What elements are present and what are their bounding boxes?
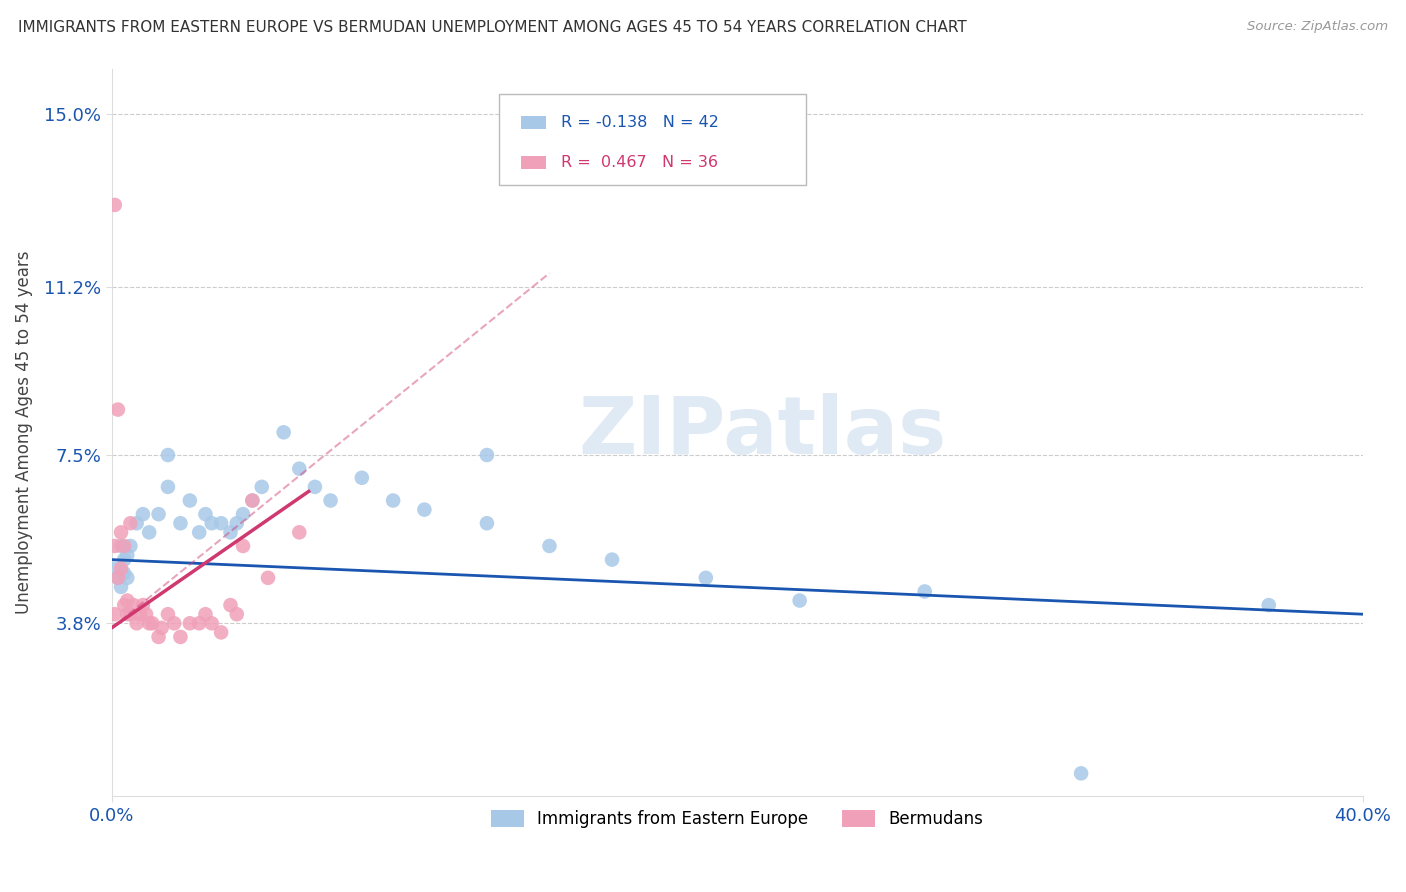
Point (273, 425, 295, 440)
Point (163, 616, 186, 631)
Point (120, 516, 142, 531)
Point (382, 493, 405, 508)
Point (188, 525, 211, 540)
Point (138, 525, 160, 540)
Point (695, 571, 717, 585)
FancyBboxPatch shape (499, 94, 806, 185)
Point (125, 516, 148, 531)
Point (179, 616, 201, 631)
FancyBboxPatch shape (520, 155, 546, 169)
Point (179, 493, 201, 508)
Point (104, 607, 127, 622)
Point (110, 525, 132, 540)
Point (104, 562, 127, 576)
Point (225, 516, 247, 531)
Point (148, 630, 170, 644)
Text: R = -0.138   N = 42: R = -0.138 N = 42 (561, 115, 718, 130)
Point (232, 507, 254, 521)
Point (150, 621, 173, 635)
Point (242, 493, 264, 508)
Point (110, 562, 132, 576)
Point (117, 593, 139, 607)
Point (914, 584, 936, 599)
Point (132, 598, 155, 612)
Point (141, 616, 163, 631)
Point (304, 480, 326, 494)
Point (413, 502, 436, 516)
Point (110, 539, 132, 553)
Point (475, 516, 498, 531)
Point (112, 539, 135, 553)
Point (188, 616, 211, 631)
Point (156, 480, 179, 494)
Point (135, 607, 157, 622)
Point (125, 616, 148, 631)
Point (112, 598, 135, 612)
Point (225, 607, 247, 622)
Point (232, 539, 254, 553)
Point (104, 198, 127, 212)
Point (600, 552, 623, 566)
Point (107, 571, 129, 585)
Point (169, 630, 191, 644)
Point (107, 402, 129, 417)
Point (128, 607, 150, 622)
Point (122, 598, 145, 612)
Text: IMMIGRANTS FROM EASTERN EUROPE VS BERMUDAN UNEMPLOYMENT AMONG AGES 45 TO 54 YEAR: IMMIGRANTS FROM EASTERN EUROPE VS BERMUD… (18, 20, 967, 35)
Text: ZIPatlas: ZIPatlas (578, 393, 946, 471)
Point (288, 525, 311, 540)
Point (475, 448, 498, 462)
Point (209, 625, 232, 640)
Point (319, 493, 342, 508)
Point (201, 516, 224, 531)
Point (156, 607, 179, 622)
Point (194, 507, 217, 521)
Point (1070, 766, 1092, 780)
Point (110, 580, 132, 594)
Text: R =  0.467   N = 36: R = 0.467 N = 36 (561, 154, 717, 169)
Point (194, 607, 217, 622)
FancyBboxPatch shape (520, 116, 546, 129)
Point (138, 616, 160, 631)
Point (112, 552, 135, 566)
Point (257, 571, 280, 585)
Point (250, 480, 273, 494)
Point (120, 607, 142, 622)
Legend: Immigrants from Eastern Europe, Bermudans: Immigrants from Eastern Europe, Bermudan… (484, 804, 990, 835)
Point (209, 516, 232, 531)
Point (1257, 598, 1279, 612)
Point (107, 571, 129, 585)
Point (132, 507, 155, 521)
Point (104, 539, 127, 553)
Point (219, 525, 242, 540)
Point (148, 507, 170, 521)
Point (117, 548, 139, 562)
Point (201, 616, 224, 631)
Text: Source: ZipAtlas.com: Source: ZipAtlas.com (1247, 20, 1388, 33)
Point (112, 566, 135, 581)
Y-axis label: Unemployment Among Ages 45 to 54 years: Unemployment Among Ages 45 to 54 years (15, 251, 32, 614)
Point (350, 471, 373, 485)
Point (169, 516, 191, 531)
Point (538, 539, 561, 553)
Point (117, 571, 139, 585)
Point (789, 593, 811, 607)
Point (219, 598, 242, 612)
Point (156, 448, 179, 462)
Point (242, 493, 264, 508)
Point (117, 607, 139, 622)
Point (120, 539, 142, 553)
Point (288, 461, 311, 475)
